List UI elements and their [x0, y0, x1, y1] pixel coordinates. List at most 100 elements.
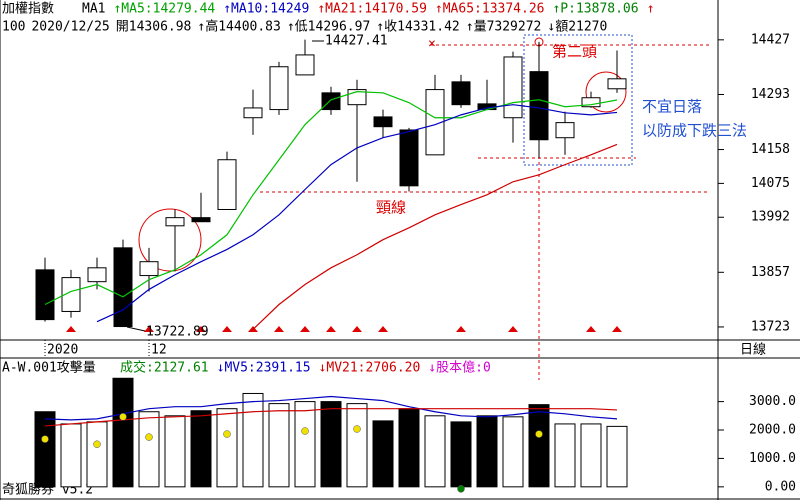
candle-body	[113, 247, 133, 328]
y-tick-label: 14158	[751, 142, 790, 157]
y-tick-label: 13857	[751, 265, 790, 280]
annotation: 不宜日落	[642, 98, 702, 116]
volume-bar	[580, 423, 602, 488]
volume-bar	[216, 408, 238, 488]
volume-header-item: 成交:2127.61	[120, 360, 209, 376]
volume-bar	[34, 411, 56, 488]
candle-body	[607, 78, 627, 90]
volume-bar	[112, 377, 134, 488]
candle-body	[503, 56, 523, 119]
candle-body	[295, 54, 315, 76]
x-tick-label: 2020	[47, 343, 78, 358]
header-item: ↑MA65:13374.26	[435, 2, 545, 17]
candle-body	[529, 71, 549, 141]
candle-body	[399, 129, 419, 187]
volume-bar	[372, 420, 394, 488]
ma-line	[96, 104, 618, 323]
info-item: ↑量7329272	[466, 20, 542, 35]
volume-bar	[502, 416, 524, 488]
highlight-box	[523, 34, 633, 166]
volume-dot	[41, 435, 49, 443]
y-tick-label: 14075	[751, 176, 790, 191]
volume-dot	[353, 425, 361, 433]
candle-body	[87, 267, 107, 283]
annotation: 以防成下跌三法	[642, 122, 747, 140]
info-item: 開14306.98	[116, 20, 192, 35]
volume-bar	[294, 401, 316, 488]
volume-bar	[268, 403, 290, 488]
volume-ma-line	[44, 408, 618, 427]
volume-bar	[242, 392, 264, 488]
volume-bar	[398, 408, 420, 488]
info-item: ↑低14296.97	[287, 20, 370, 35]
annotation: 頸線	[376, 199, 406, 217]
volume-dot	[93, 440, 101, 448]
period-label: 日線	[740, 342, 766, 358]
candle-body	[373, 116, 393, 128]
highlight-circle	[585, 71, 627, 113]
volume-bar	[424, 415, 446, 488]
volume-dot	[535, 430, 543, 438]
volume-bar	[86, 421, 108, 488]
x-tick-label: 12	[151, 343, 167, 358]
chart-title: 加權指數	[2, 2, 54, 17]
y-tick-label: 14427	[751, 32, 790, 47]
candle-body	[35, 269, 55, 321]
volume-dot	[145, 433, 153, 441]
y2-tick-label: 0.00	[765, 479, 796, 494]
y2-tick-label: 2000.0	[749, 423, 796, 438]
candle-body	[217, 159, 237, 210]
header-item: MA1	[82, 2, 105, 17]
candle-body	[139, 261, 159, 277]
volume-bar	[164, 415, 186, 488]
volume-header-item: ↓MV5:2391.15	[217, 361, 311, 376]
header-item: ↑MA10:14249	[223, 2, 309, 17]
header-item: ↑	[647, 2, 655, 17]
leader-line	[126, 326, 146, 332]
volume-bar	[528, 404, 550, 488]
volume-dot	[223, 430, 231, 438]
volume-header-item: ↓MV21:2706.20	[319, 361, 421, 376]
y-tick-label: 13992	[751, 210, 790, 225]
volume-bar	[320, 401, 342, 488]
volume-bar	[606, 425, 628, 488]
candle-body	[269, 66, 289, 111]
volume-dot	[301, 427, 309, 435]
annotation: 13722.89	[146, 325, 209, 340]
candle-body	[425, 89, 445, 156]
candle-body	[581, 97, 601, 108]
volume-bar	[450, 421, 472, 488]
volume-header-item: ↓股本億:0	[428, 360, 490, 376]
volume-bar	[190, 410, 212, 488]
header-item: ↑MA5:14279.44	[113, 2, 215, 17]
candle-body	[321, 92, 341, 111]
header-item: ↑MA21:14170.59	[317, 2, 427, 17]
ma-line	[44, 91, 618, 306]
header-item: ↑P:13878.06	[552, 2, 638, 17]
volume-bar	[60, 423, 82, 488]
candle-body	[61, 277, 81, 312]
y-tick-label: 14293	[751, 87, 790, 102]
y2-tick-label: 3000.0	[749, 394, 796, 409]
volume-bar	[138, 411, 160, 488]
candle-body	[555, 122, 575, 139]
volume-title: A-W.001攻擊量	[2, 360, 96, 376]
highlight-circle	[138, 208, 202, 272]
volume-bar	[346, 403, 368, 488]
info-item: 100	[2, 20, 25, 35]
volume-dot	[119, 413, 127, 421]
info-item: ↓額21270	[547, 20, 607, 35]
candle-body	[191, 217, 211, 223]
volume-ma-line	[44, 395, 618, 421]
annotation: ×	[428, 37, 436, 52]
info-item: 2020/12/25	[31, 20, 109, 35]
volume-dot	[457, 485, 465, 493]
y-tick-label: 13723	[751, 319, 790, 334]
info-item: ↑收14331.42	[376, 20, 459, 35]
candle-body	[165, 217, 185, 227]
info-item: ↑高14400.83	[197, 19, 280, 35]
annotation: 第二頭	[552, 43, 597, 61]
ma-line	[252, 143, 618, 330]
y2-tick-label: 1000.0	[749, 451, 796, 466]
